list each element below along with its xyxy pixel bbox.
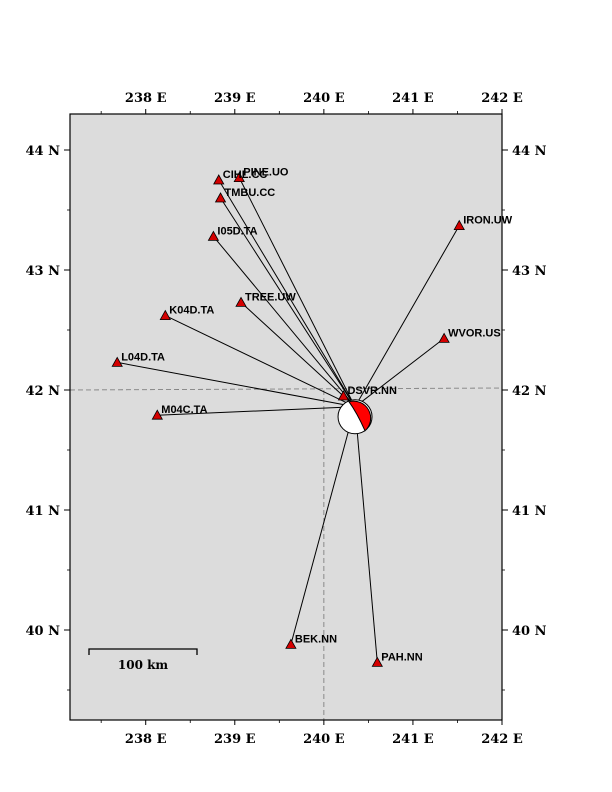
station-label: IRON.UW: [463, 215, 513, 227]
station-triangle: [207, 230, 220, 241]
station-label: K04D.TA: [169, 305, 214, 317]
lat-label-right: 42 N: [512, 384, 547, 399]
lat-label-left: 43 N: [26, 264, 61, 279]
station-label: PINE.UO: [243, 167, 289, 179]
lon-label-bottom: 240 E: [303, 732, 345, 747]
lat-label-left: 42 N: [26, 384, 61, 399]
station-triangle: [438, 332, 450, 343]
station-triangle: [213, 174, 225, 185]
station-triangle: [337, 390, 350, 401]
ray-line: [218, 179, 356, 408]
station-label: PAH.NN: [381, 651, 422, 663]
lat-label-right: 40 N: [512, 624, 547, 639]
lat-label-right: 43 N: [512, 264, 547, 279]
map-frame: [69, 113, 503, 721]
border-line-42n: [69, 387, 503, 391]
lon-label-bottom: 238 E: [125, 732, 167, 747]
station-triangle: [159, 309, 171, 321]
station-triangle: [371, 656, 383, 667]
scale-bar-line: [88, 648, 198, 655]
station-triangle: [233, 171, 245, 183]
station-triangle: [285, 638, 297, 649]
lon-label-top: 242 E: [481, 91, 523, 106]
station-label: I05D.TA: [217, 225, 257, 237]
beachball-compressional-quadrant: [348, 400, 372, 432]
station-triangle: [111, 356, 123, 367]
lat-label-right: 44 N: [512, 144, 547, 159]
lon-label-top: 240 E: [303, 91, 345, 106]
ray-line: [213, 236, 356, 408]
ray-line: [290, 406, 356, 645]
ray-line: [220, 197, 356, 408]
axis-ticks: 238 E 238 E 239 E 239 E 240 E 240 E 241 E 241 E…: [26, 91, 547, 747]
station-label: TMBU.CC: [225, 187, 276, 199]
ray-line: [354, 225, 460, 408]
lat-label-left: 40 N: [26, 624, 61, 639]
lon-label-bottom: 241 E: [392, 732, 434, 747]
lon-label-top: 238 E: [125, 91, 167, 106]
ray-line: [354, 338, 445, 408]
station-triangle: [235, 296, 247, 307]
ray-line: [240, 302, 356, 408]
lon-label-bottom: 239 E: [214, 732, 256, 747]
state-border-lines: [69, 387, 503, 720]
station-triangle: [453, 219, 465, 231]
station-label: L04D.TA: [121, 351, 165, 363]
lon-label-bottom: 242 E: [481, 732, 523, 747]
lon-label-top: 241 E: [392, 91, 434, 106]
lon-label-top: 239 E: [214, 91, 256, 106]
map-background: [70, 114, 502, 720]
ray-line: [354, 406, 378, 663]
ray-line: [117, 361, 356, 408]
station-triangle: [151, 409, 163, 420]
ray-line: [165, 315, 356, 408]
lat-label-right: 41 N: [512, 504, 547, 519]
scale-bar: 100 km: [88, 648, 198, 672]
scale-bar-label: 100 km: [118, 658, 169, 672]
lat-label-left: 41 N: [26, 504, 61, 519]
ray-line: [157, 406, 356, 416]
station-label: CIHL.CC: [223, 169, 268, 181]
station-label: TREE.UW: [245, 291, 296, 303]
focal-mechanism-beachball: [337, 399, 373, 435]
ray-line: [238, 177, 356, 408]
station-label: WVOR.US: [448, 327, 501, 339]
station-label: M04C.TA: [161, 404, 207, 416]
station-label: DSVR.NN: [347, 385, 397, 397]
station-label: BEK.NN: [295, 633, 337, 645]
lat-label-left: 44 N: [26, 144, 61, 159]
station-triangle: [214, 192, 227, 203]
